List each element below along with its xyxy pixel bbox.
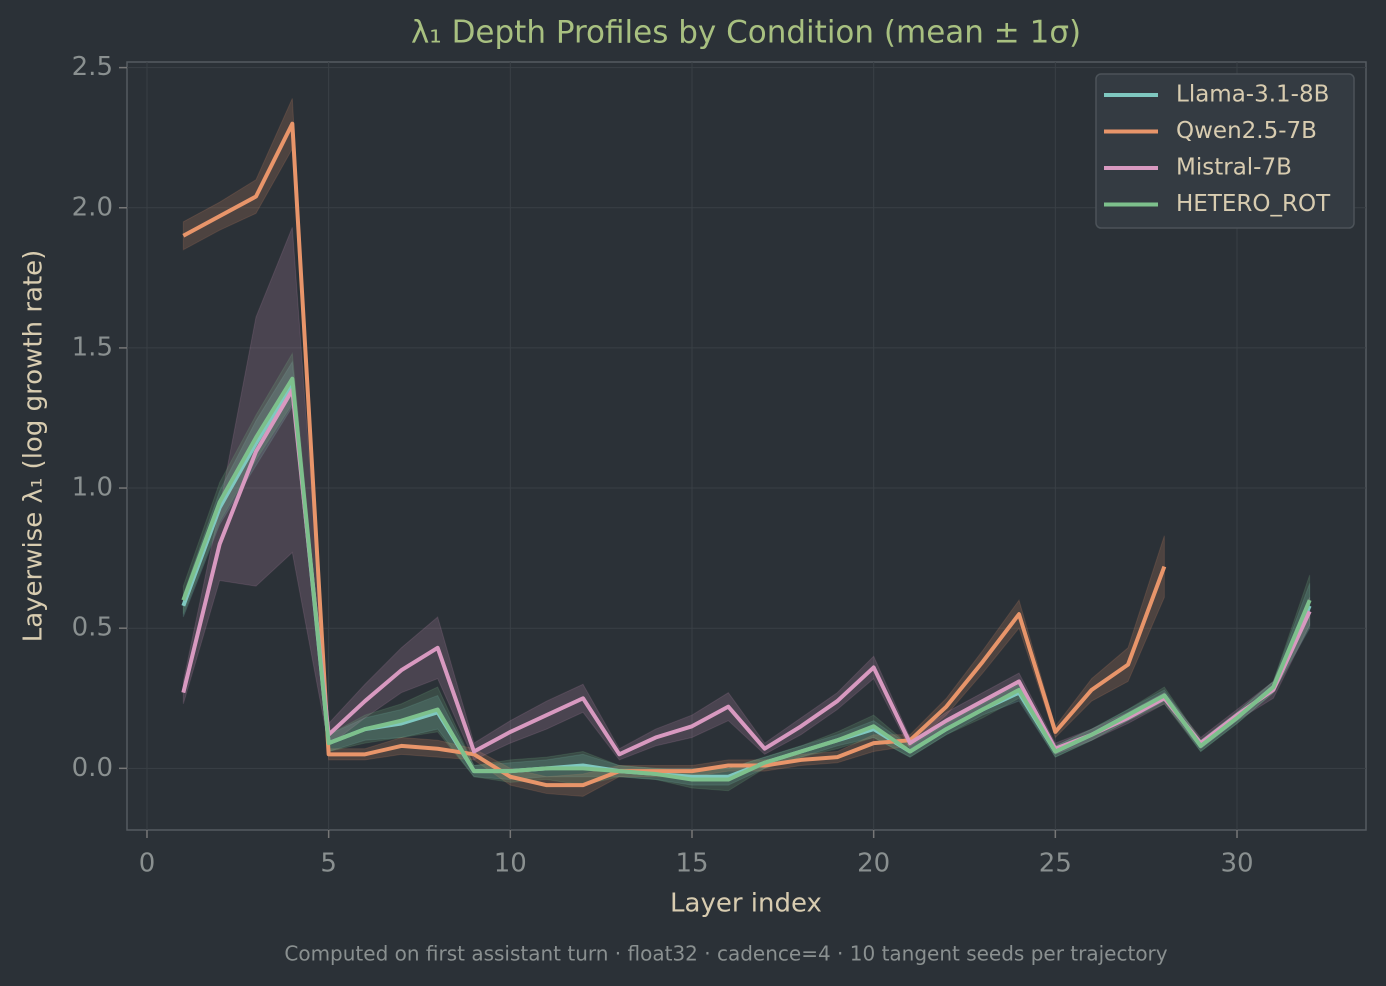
x-tick-label: 0 [139,849,156,879]
x-tick-label: 10 [494,849,527,879]
x-tick-label: 15 [675,849,708,879]
x-tick-label: 30 [1220,849,1253,879]
footnote: Computed on first assistant turn · float… [284,942,1167,966]
y-tick-label: 2.0 [72,192,113,222]
x-tick-label: 5 [320,849,337,879]
legend-label: Qwen2.5-7B [1176,118,1317,144]
series-line [181,376,1312,782]
series-line [181,387,1312,757]
legend-label: Llama-3.1-8B [1176,82,1329,108]
error-band [182,227,1311,761]
legend-label: HETERO_ROT [1176,191,1331,217]
x-tick-label: 20 [857,849,890,879]
legend-label: Mistral-7B [1176,155,1292,181]
y-tick-label: 2.5 [72,52,113,82]
x-axis-label: Layer index [670,889,822,919]
x-tick-label: 25 [1039,849,1072,879]
y-tick-label: 0.0 [72,753,113,783]
legend-box [1095,73,1355,229]
chart-title: λ₁ Depth Profiles by Condition (mean ± 1… [411,15,1081,51]
y-axis-label: Layerwise λ₁ (log growth rate) [19,250,49,643]
y-tick-label: 1.5 [72,332,113,362]
y-tick-label: 0.5 [72,613,113,643]
series-line [182,121,1167,788]
y-tick-label: 1.0 [72,473,113,503]
